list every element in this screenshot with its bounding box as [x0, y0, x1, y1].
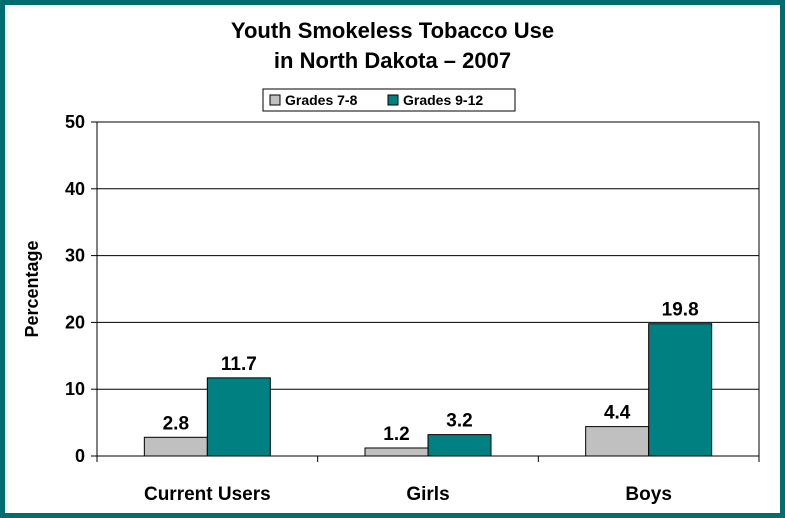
legend-swatch-1 — [387, 94, 399, 106]
data-label-1-1: 3.2 — [446, 411, 472, 432]
y-tick-label-20: 20 — [65, 312, 85, 332]
data-label-1-2: 19.8 — [662, 300, 699, 321]
x-category-label-2: Boys — [625, 484, 671, 505]
chart-subtitle: in North Dakota – 2007 — [273, 48, 512, 73]
y-tick-label-10: 10 — [65, 379, 85, 399]
legend-label-1: Grades 9-12 — [403, 92, 483, 108]
y-tick-label-0: 0 — [75, 446, 85, 466]
legend-label-0: Grades 7-8 — [285, 92, 358, 108]
bar-grades-7-8-0 — [143, 436, 208, 457]
chart-title: Youth Smokeless Tobacco Use — [230, 18, 555, 43]
data-label-0-1: 1.2 — [383, 424, 409, 445]
y-tick-label-30: 30 — [65, 246, 85, 266]
bar-grades-9-12-1 — [427, 434, 492, 457]
data-label-0-2: 4.4 — [604, 403, 631, 424]
data-label-1-0: 11.7 — [221, 354, 257, 375]
x-category-label-0: Current Users — [144, 484, 271, 505]
bar-grades-7-8-1 — [364, 447, 429, 457]
bar-grades-7-8-2 — [585, 426, 650, 457]
y-tick-label-50: 50 — [65, 112, 85, 132]
legend-swatch-0 — [269, 94, 281, 106]
y-axis-label: Percentage — [22, 240, 42, 337]
bar-grades-9-12-2 — [648, 323, 713, 457]
y-tick-label-40: 40 — [65, 179, 85, 199]
data-label-0-0: 2.8 — [163, 413, 189, 434]
bar-grades-9-12-0 — [206, 377, 271, 457]
x-category-label-1: Girls — [406, 484, 449, 505]
